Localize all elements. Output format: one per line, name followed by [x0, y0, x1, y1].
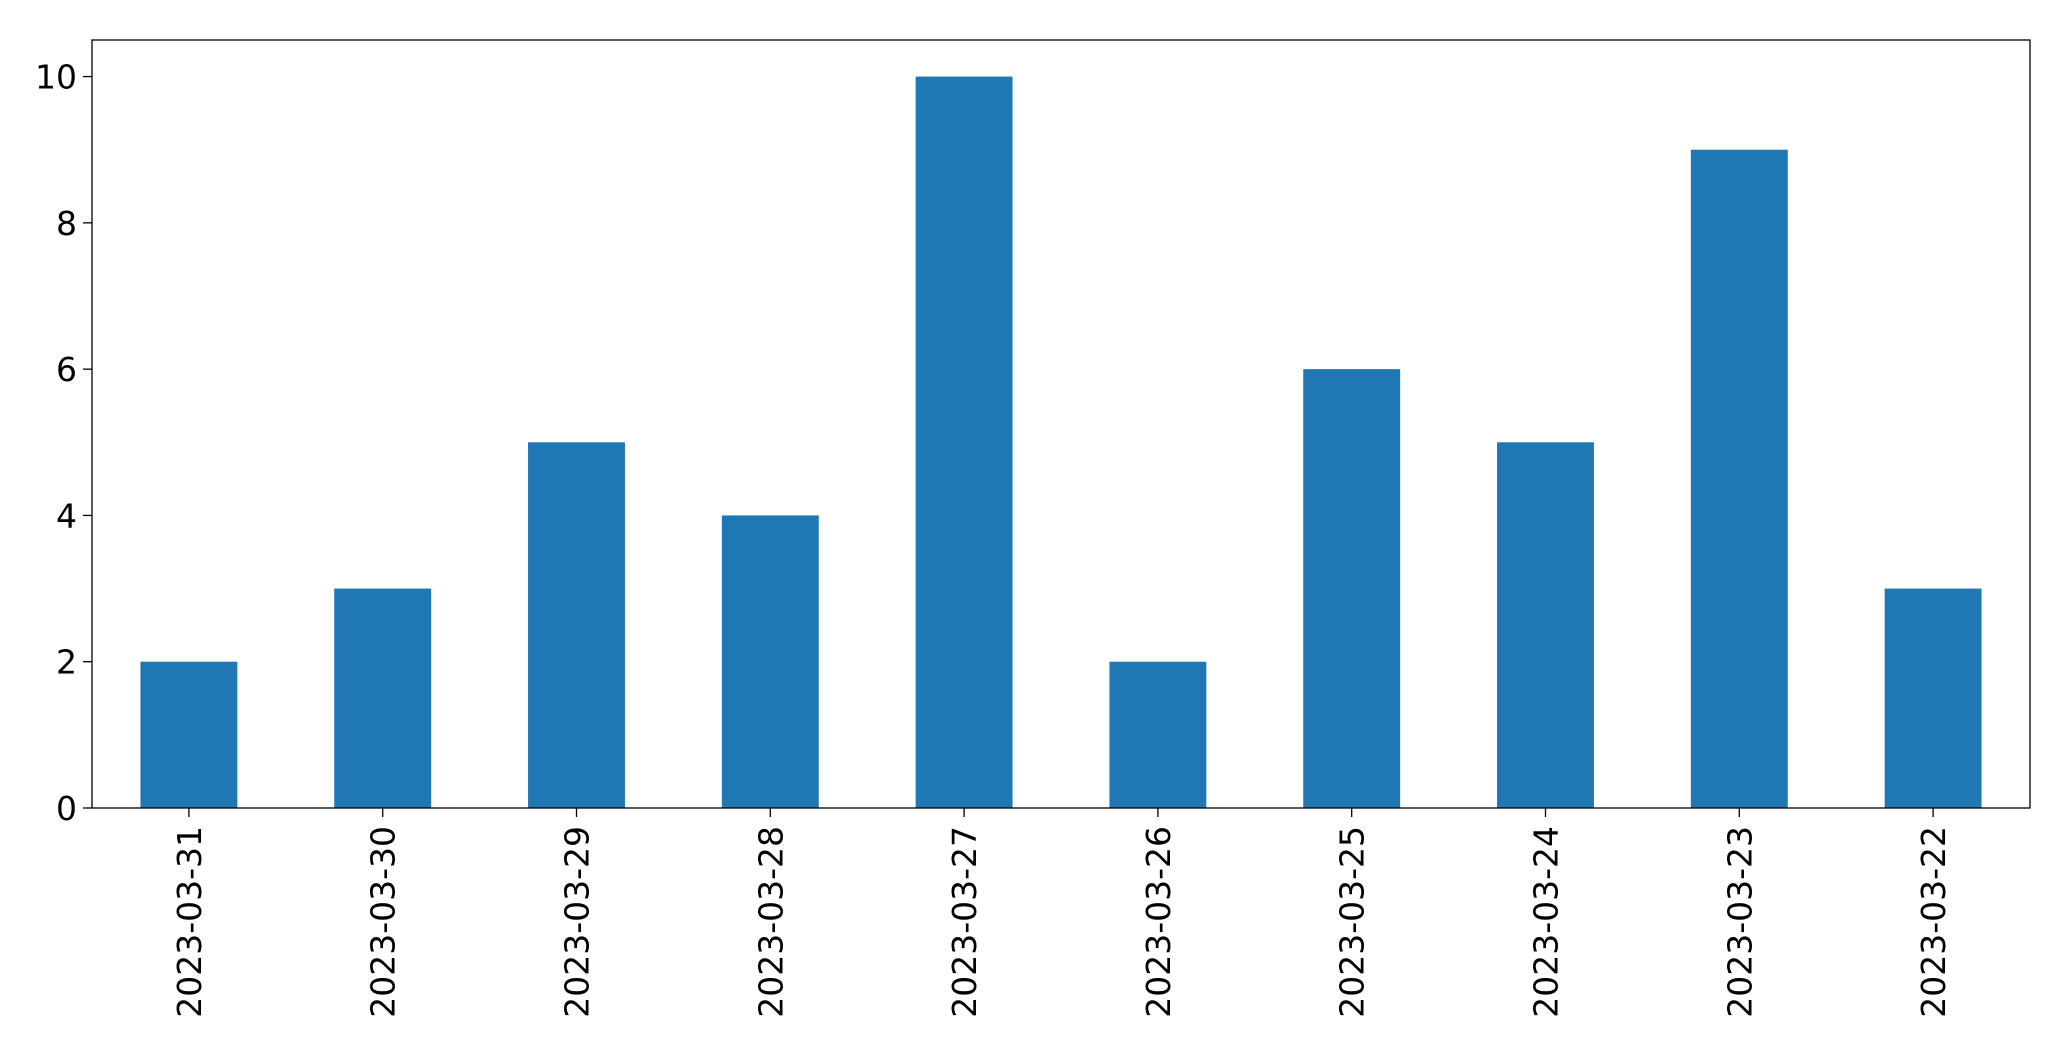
x-tick-label: 2023-03-23	[1720, 826, 1759, 1018]
x-tick-label: 2023-03-25	[1333, 826, 1372, 1018]
x-tick-label: 2023-03-24	[1527, 826, 1566, 1018]
y-tick-label: 10	[35, 58, 77, 97]
x-tick-label: 2023-03-29	[558, 826, 597, 1018]
x-tick-label: 2023-03-28	[751, 826, 790, 1018]
bar	[1497, 442, 1594, 808]
bar	[915, 76, 1013, 809]
y-tick-label: 4	[56, 496, 77, 535]
y-tick-label: 8	[56, 204, 77, 243]
x-tick-label: 2023-03-31	[170, 826, 209, 1018]
bar	[140, 661, 238, 808]
y-tick-label: 0	[56, 789, 77, 828]
y-tick-label: 6	[56, 350, 77, 389]
y-tick-label: 2	[56, 643, 77, 682]
x-tick-label: 2023-03-22	[1914, 826, 1953, 1018]
axes-frame	[91, 39, 2031, 809]
bar	[334, 588, 432, 808]
bar	[1303, 369, 1401, 808]
bar	[1109, 661, 1207, 808]
x-tick-label: 2023-03-27	[945, 826, 984, 1018]
bar	[528, 442, 625, 808]
bar	[1884, 588, 1982, 808]
bar	[721, 515, 819, 808]
bar	[1690, 149, 1788, 808]
x-tick-label: 2023-03-30	[364, 826, 403, 1018]
x-tick-label: 2023-03-26	[1139, 826, 1178, 1018]
